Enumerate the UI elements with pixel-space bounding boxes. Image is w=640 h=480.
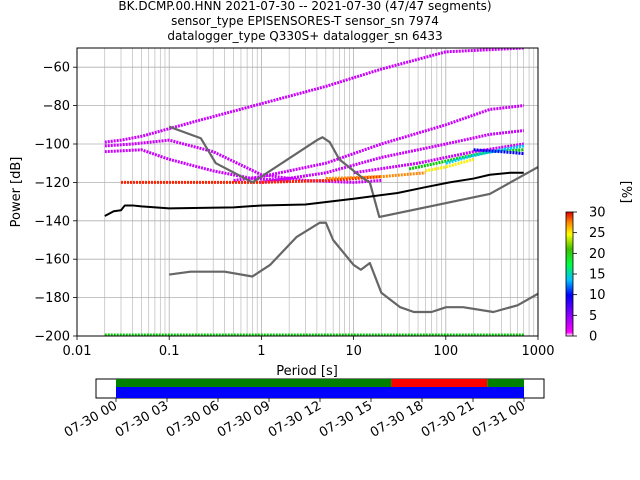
x-tick-label: 100 bbox=[433, 344, 458, 359]
x-tick-label: 0.1 bbox=[159, 344, 180, 359]
colorbar-tick-label: 0 bbox=[589, 330, 597, 345]
y-tick-label: −120 bbox=[34, 176, 70, 191]
time-tick-label: 07-30 00 bbox=[62, 398, 120, 440]
histogram-band bbox=[120, 175, 382, 184]
availability-segment-top bbox=[487, 379, 524, 387]
colorbar-tick-label: 20 bbox=[589, 247, 606, 262]
colorbar-tick-label: 10 bbox=[589, 288, 606, 303]
x-tick-label: 0.01 bbox=[63, 344, 92, 359]
x-tick-label: 10 bbox=[345, 344, 362, 359]
nhnm-line bbox=[168, 125, 539, 219]
plot-area bbox=[77, 48, 538, 336]
y-tick-label: −140 bbox=[34, 214, 70, 229]
histogram-band bbox=[261, 129, 524, 184]
y-tick-label: −180 bbox=[34, 291, 70, 306]
title-line-2: sensor_type EPISENSORES-T sensor_sn 7974 bbox=[171, 14, 439, 28]
x-axis-label: Period [s] bbox=[276, 364, 338, 379]
noise-models bbox=[168, 125, 539, 314]
median-curve bbox=[104, 171, 524, 217]
histogram-band bbox=[425, 157, 474, 173]
y-tick-label: −60 bbox=[43, 61, 70, 76]
y-tick-label: −160 bbox=[34, 253, 70, 268]
time-tick-label: 07-30 09 bbox=[215, 398, 273, 440]
histogram-bands bbox=[104, 48, 524, 336]
title-line-3: datalogger_type Q330S+ datalogger_sn 643… bbox=[167, 29, 442, 43]
availability-bars bbox=[116, 379, 524, 398]
y-tick-label: −200 bbox=[34, 330, 70, 345]
x-ticks: 0.01 0.1 1 10 100 1000 bbox=[63, 336, 555, 359]
time-tick-label: 07-30 21 bbox=[419, 398, 477, 440]
colorbar bbox=[565, 211, 574, 337]
grid bbox=[76, 48, 538, 337]
colorbar-tick-label: 25 bbox=[589, 226, 606, 241]
nlnm-line bbox=[169, 221, 539, 314]
histogram-band bbox=[473, 148, 524, 156]
availability-segment-top bbox=[391, 379, 488, 387]
title-line-1: BK.DCMP.00.HNN 2021-07-30 -- 2021-07-30 … bbox=[118, 0, 491, 13]
histogram-band bbox=[104, 48, 524, 144]
time-tick-label: 07-30 06 bbox=[164, 398, 222, 440]
colorbar-tick-label: 15 bbox=[589, 268, 606, 283]
time-tick-label: 07-30 15 bbox=[317, 398, 375, 440]
colorbar-tick-label: 5 bbox=[589, 309, 597, 324]
median-line bbox=[104, 171, 524, 217]
histogram-band bbox=[445, 144, 524, 165]
y-tick-label: −80 bbox=[43, 99, 70, 114]
histogram-band bbox=[325, 171, 426, 181]
y-ticks: −60 −80 −100 −120 −140 −160 −180 −200 bbox=[34, 61, 77, 345]
x-tick-label: 1000 bbox=[521, 344, 554, 359]
time-tick-label: 07-30 12 bbox=[266, 398, 324, 440]
histogram-band bbox=[353, 142, 524, 175]
colorbar-label: [%] bbox=[618, 181, 633, 204]
plot-frame bbox=[76, 47, 539, 337]
time-tick-label: 07-30 18 bbox=[368, 398, 426, 440]
histogram-band bbox=[104, 138, 382, 184]
colorbar-ticks: 0 5 10 15 20 25 30 bbox=[573, 206, 606, 345]
time-tick-label: 07-31 00 bbox=[470, 398, 528, 440]
time-tick-label: 07-30 03 bbox=[113, 398, 171, 440]
colorbar-tick-label: 30 bbox=[589, 206, 606, 221]
availability-segment-bottom bbox=[116, 387, 524, 398]
availability-segment-top bbox=[116, 379, 392, 387]
y-axis-label: Power [dB] bbox=[9, 157, 24, 228]
x-tick-label: 1 bbox=[257, 344, 265, 359]
y-tick-label: −100 bbox=[34, 138, 70, 153]
